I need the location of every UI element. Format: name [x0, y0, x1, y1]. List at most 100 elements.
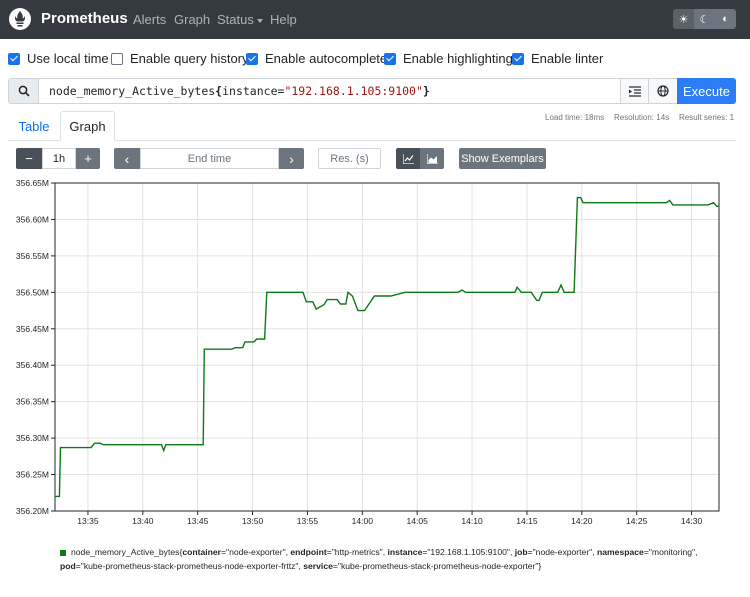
legend-label-key: job	[514, 547, 528, 557]
decrease-range-button[interactable]: −	[16, 148, 42, 169]
x-tick-label: 13:45	[187, 516, 209, 526]
y-tick-label: 356.45M	[16, 324, 49, 334]
x-tick-label: 13:40	[132, 516, 154, 526]
option-label: Use local time	[27, 51, 109, 66]
load-time: Load time: 18ms	[545, 113, 605, 122]
option-label: Enable linter	[531, 51, 604, 66]
x-axis-labels: 13:35 13:40 13:45 13:50 13:55 14:00 14:05 14:10…	[77, 516, 702, 526]
expr-label-name: instance	[222, 84, 278, 98]
x-tick-label: 14:30	[681, 516, 703, 526]
legend-labels: container="node-exporter", endpoint="htt…	[60, 547, 697, 571]
x-tick-label: 14:05	[407, 516, 429, 526]
option-label: Enable highlighting	[403, 51, 513, 66]
y-tick-label: 356.50M	[16, 287, 49, 297]
y-tick-label: 356.35M	[16, 397, 49, 407]
legend-label-key: endpoint	[290, 547, 327, 557]
half-circle-icon[interactable]: ◐	[722, 13, 729, 25]
series-legend[interactable]: node_memory_Active_bytes{container="node…	[60, 547, 698, 571]
y-tick-label: 356.60M	[16, 214, 49, 224]
show-exemplars-button[interactable]: Show Exemplars	[459, 148, 546, 169]
x-tick-label: 14:20	[571, 516, 593, 526]
option-label: Enable autocomplete	[265, 51, 388, 66]
y-tick-label: 356.30M	[16, 433, 49, 443]
checkbox-checked[interactable]	[512, 52, 524, 65]
x-tick-label: 14:00	[352, 516, 374, 526]
x-tick-label: 13:55	[297, 516, 319, 526]
legend-label-value: ="node-exporter",	[527, 547, 598, 557]
increase-range-button[interactable]: +	[76, 148, 100, 169]
resolution-input[interactable]: Res. (s)	[318, 148, 381, 169]
nav-status-label: Status	[217, 12, 254, 27]
resolution-stat: Resolution: 14s	[614, 113, 670, 122]
prometheus-logo-icon[interactable]	[9, 8, 31, 30]
expression-text[interactable]: node_memory_Active_bytes{instance="192.1…	[49, 84, 430, 98]
sun-icon[interactable]: ☀	[673, 9, 694, 29]
nav-link-graph[interactable]: Graph	[174, 12, 211, 27]
option-label: Enable query history	[130, 51, 249, 66]
brand-title[interactable]: Prometheus	[41, 10, 128, 27]
option-enable-highlighting[interactable]: Enable highlighting	[384, 51, 513, 66]
graph-chart[interactable]: 356.65M 356.60M 356.55M 356.50M 356.45M 356.4…	[0, 170, 750, 530]
moon-icon[interactable]: ☾	[699, 13, 710, 26]
legend-label-key: container	[182, 547, 221, 557]
tab-table[interactable]: Table	[18, 118, 50, 134]
metrics-explorer-globe-icon[interactable]	[648, 79, 676, 103]
search-icon	[9, 79, 39, 103]
checkbox-checked[interactable]	[8, 52, 20, 65]
legend-label-value: ="monitoring",	[643, 547, 698, 557]
line-chart-icon[interactable]	[396, 148, 420, 169]
tab-graph[interactable]: Graph	[60, 111, 115, 141]
format-expression-icon[interactable]	[620, 79, 648, 103]
checkbox-checked[interactable]	[246, 52, 258, 65]
y-tick-label: 356.40M	[16, 360, 49, 370]
range-input[interactable]: 1h	[42, 148, 76, 169]
next-time-button[interactable]: ›	[279, 148, 304, 169]
legend-label-key: service	[303, 561, 333, 571]
y-tick-label: 356.25M	[16, 470, 49, 480]
x-tick-label: 14:10	[461, 516, 483, 526]
y-axis-labels: 356.65M 356.60M 356.55M 356.50M 356.45M 356.4…	[16, 178, 49, 516]
expr-label-value: "192.168.1.105:9100"	[284, 84, 423, 98]
plot-area	[54, 182, 720, 512]
legend-label-key: pod	[60, 561, 76, 571]
expr-metric: node_memory_Active_bytes	[49, 84, 216, 98]
x-tick-label: 14:15	[516, 516, 538, 526]
option-enable-autocomplete[interactable]: Enable autocomplete	[246, 51, 387, 66]
x-tick-label: 14:25	[626, 516, 648, 526]
previous-time-button[interactable]: ‹	[114, 148, 140, 169]
expression-input[interactable]: node_memory_Active_bytes{instance="192.1…	[8, 78, 736, 104]
legend-label-value: ="kube-prometheus-stack-prometheus-node-…	[75, 561, 304, 571]
execute-button[interactable]: Execute	[677, 78, 736, 104]
y-grid	[51, 182, 719, 512]
chevron-down-icon	[256, 18, 263, 23]
option-enable-linter[interactable]: Enable linter	[512, 51, 603, 66]
legend-label-key: namespace	[597, 547, 644, 557]
legend-metric: node_memory_Active_bytes	[71, 547, 180, 557]
legend-color-swatch	[60, 549, 66, 556]
series-line[interactable]	[55, 196, 719, 498]
expr-equals: =	[277, 84, 285, 98]
checkbox-unchecked[interactable]	[111, 52, 123, 65]
legend-label-value: ="kube-prometheus-stack-prometheus-node-…	[332, 561, 539, 571]
result-series: Result series: 1	[679, 113, 735, 122]
checkbox-checked[interactable]	[384, 52, 396, 65]
navbar: Prometheus Alerts Graph Status Help ☀ ☾ …	[0, 0, 750, 39]
expr-brace-open: {	[215, 84, 223, 98]
nav-dropdown-status[interactable]: Status	[217, 12, 263, 27]
x-tick-label: 13:50	[242, 516, 264, 526]
y-tick-label: 356.55M	[16, 251, 49, 261]
option-enable-query-history[interactable]: Enable query history	[111, 51, 249, 66]
tab-divider	[8, 140, 736, 141]
nav-link-help[interactable]: Help	[270, 12, 297, 27]
legend-label-value: ="node-exporter",	[221, 547, 291, 557]
y-tick-label: 356.20M	[16, 506, 49, 516]
option-use-local-time[interactable]: Use local time	[8, 51, 109, 66]
end-time-input[interactable]: End time	[140, 148, 279, 169]
area-chart-icon[interactable]	[420, 148, 444, 169]
x-tick-label: 13:35	[77, 516, 99, 526]
y-tick-label: 356.65M	[16, 178, 49, 188]
legend-label-value: ="192.168.1.105:9100",	[422, 547, 515, 557]
nav-link-alerts[interactable]: Alerts	[133, 12, 167, 27]
expr-brace-close: }	[422, 84, 430, 98]
theme-toggle-group: ☀ ☾ ◐	[673, 9, 736, 29]
